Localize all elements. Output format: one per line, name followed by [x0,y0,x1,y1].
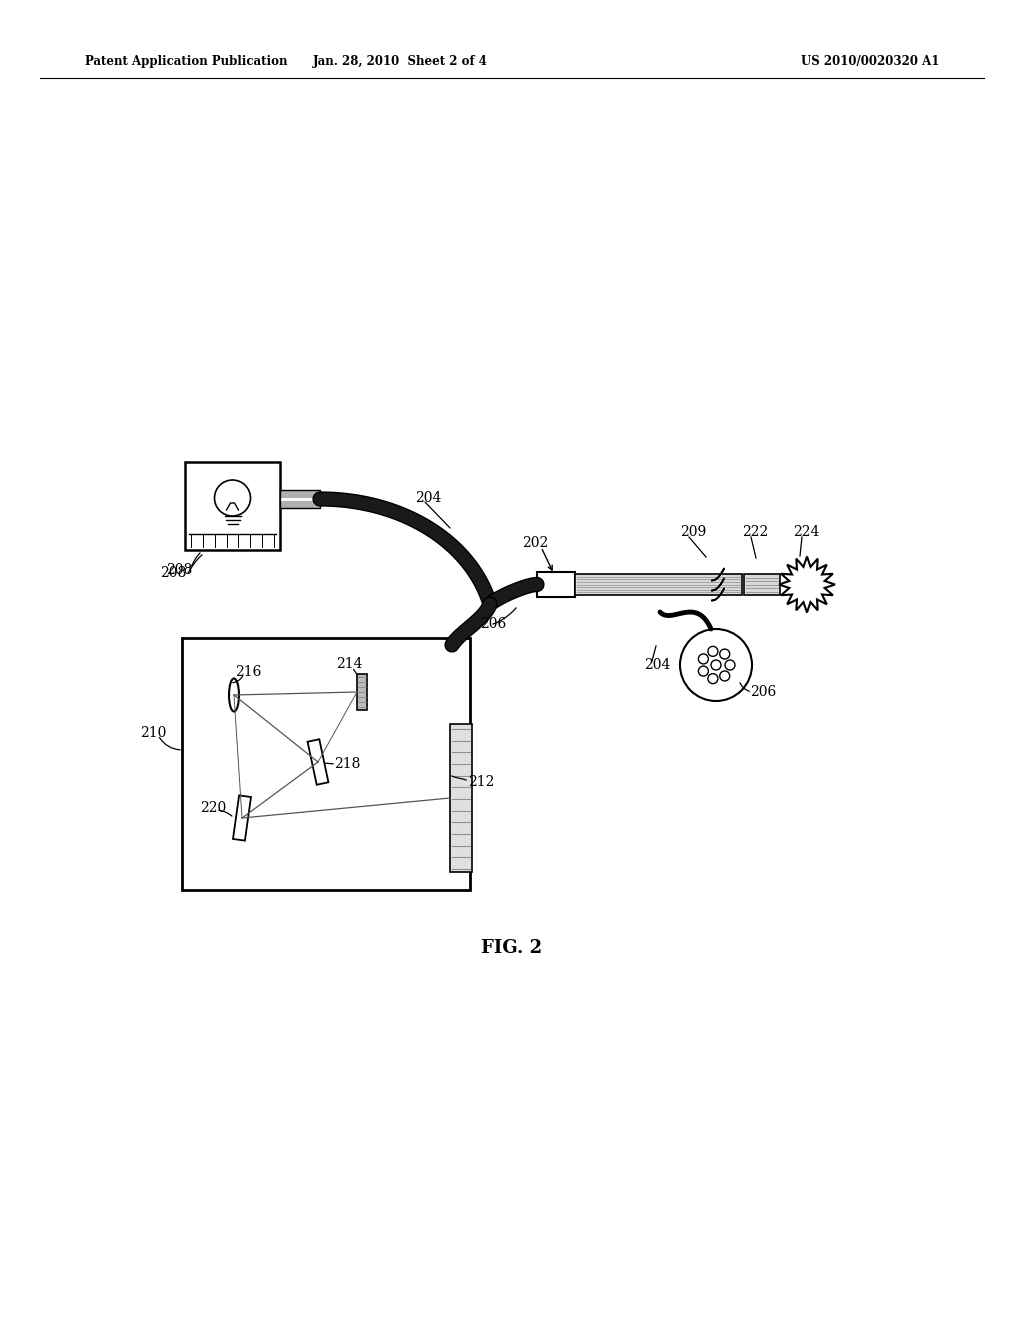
Text: 208: 208 [160,566,186,579]
Text: 206: 206 [480,616,506,631]
Text: 206: 206 [750,685,776,700]
Polygon shape [233,796,251,841]
Text: FIG. 2: FIG. 2 [481,939,543,957]
Text: 224: 224 [793,525,819,539]
Text: 210: 210 [140,726,166,741]
Polygon shape [307,739,329,785]
FancyBboxPatch shape [575,574,742,595]
FancyBboxPatch shape [450,723,472,873]
Text: 218: 218 [334,756,360,771]
Text: Patent Application Publication: Patent Application Publication [85,55,288,69]
Text: 216: 216 [234,665,261,678]
Text: 204: 204 [415,491,441,506]
Text: 212: 212 [468,775,495,789]
Text: Jan. 28, 2010  Sheet 2 of 4: Jan. 28, 2010 Sheet 2 of 4 [312,55,487,69]
Text: 214: 214 [336,657,362,671]
Text: US 2010/0020320 A1: US 2010/0020320 A1 [801,55,939,69]
FancyBboxPatch shape [357,675,367,710]
Text: 209: 209 [680,525,707,539]
Text: 222: 222 [742,525,768,539]
FancyBboxPatch shape [182,638,470,890]
Text: 204: 204 [644,657,671,672]
FancyBboxPatch shape [280,490,319,508]
FancyBboxPatch shape [744,574,780,595]
Text: 220: 220 [200,801,226,814]
FancyBboxPatch shape [537,572,575,597]
FancyBboxPatch shape [185,462,280,550]
Text: 202: 202 [522,536,548,550]
Text: 208: 208 [166,564,193,577]
